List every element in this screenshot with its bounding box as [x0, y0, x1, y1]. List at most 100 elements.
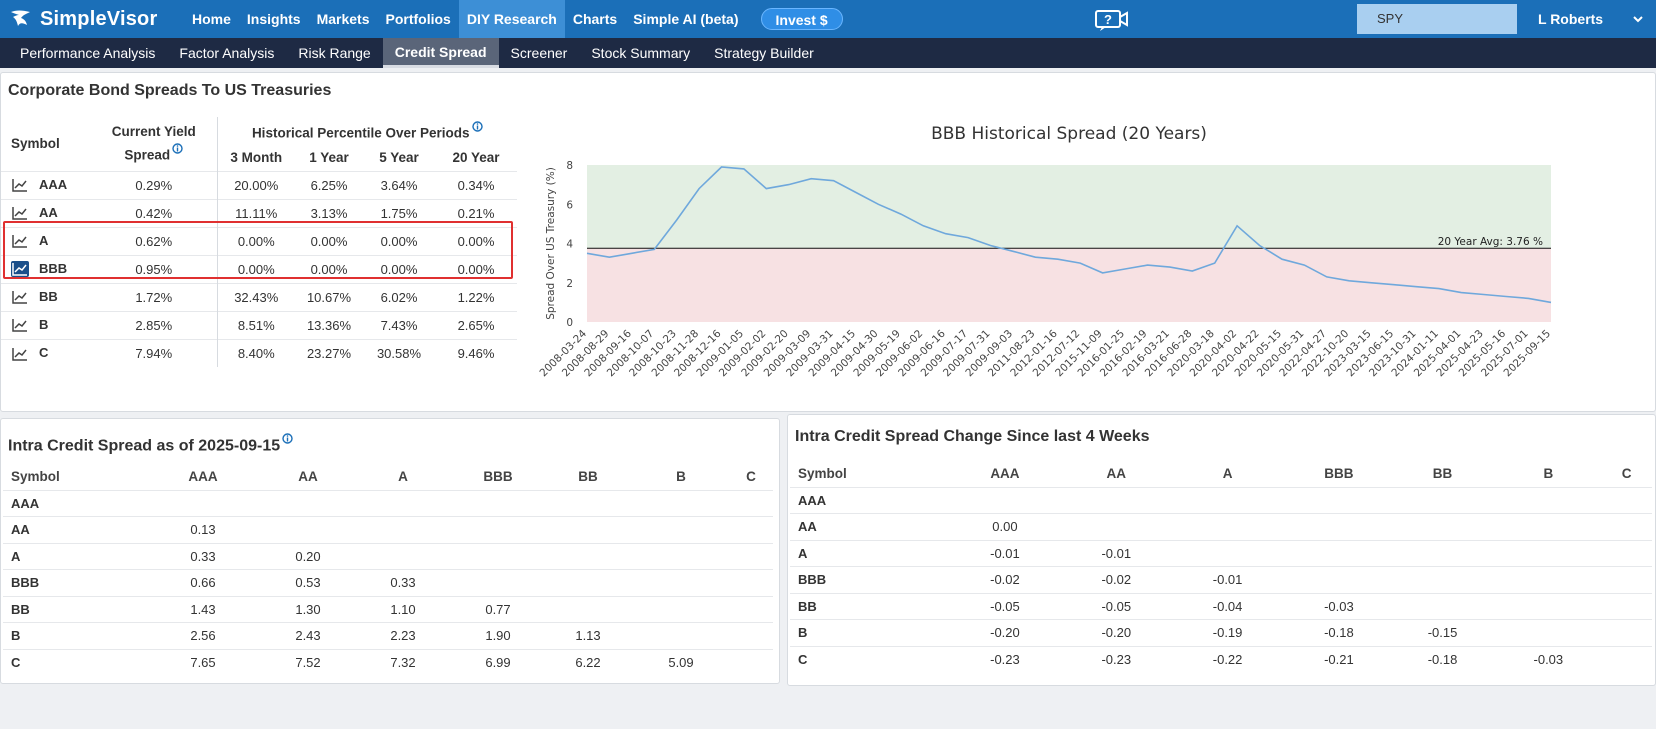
- col-3month-header: 3 Month: [216, 145, 295, 171]
- matrix-cell: [1495, 619, 1602, 646]
- symbol-cell[interactable]: AAA: [1, 171, 91, 199]
- tab-factor-analysis[interactable]: Factor Analysis: [179, 45, 275, 61]
- matrix-cell: 1.13: [543, 622, 633, 649]
- average-label: 20 Year Avg: 3.76 %: [1438, 236, 1543, 248]
- spread-change-panel: Intra Credit Spread Change Since last 4 …: [787, 414, 1656, 686]
- spread-row[interactable]: BBB 0.95% 0.00% 0.00% 0.00% 0.00%: [1, 255, 517, 283]
- spread-row[interactable]: AAA 0.29% 20.00% 6.25% 3.64% 0.34%: [1, 171, 517, 199]
- col-current-label-1: Current Yield: [111, 124, 196, 139]
- matrix-cell: [1389, 592, 1496, 620]
- pct-5year-cell: 6.02%: [380, 289, 418, 305]
- matrix-cell: [543, 489, 633, 517]
- matrix-cell: [1601, 645, 1652, 673]
- line-chart-icon[interactable]: [11, 177, 29, 193]
- matrix-row-symbol: BBB: [790, 566, 945, 593]
- matrix-cell: [633, 489, 729, 517]
- nav-simple-ai[interactable]: Simple AI (beta): [633, 11, 739, 27]
- matrix-cell: [453, 516, 543, 543]
- nav-diy-research[interactable]: DIY Research: [458, 0, 565, 38]
- col-symbol-header: Symbol: [11, 136, 60, 152]
- line-chart-icon[interactable]: [11, 205, 29, 221]
- y-tick-label: 8: [566, 160, 573, 172]
- user-menu[interactable]: L Roberts: [1538, 11, 1604, 27]
- matrix-cell: [263, 489, 353, 517]
- symbol-label: AA: [39, 204, 58, 220]
- line-chart-icon[interactable]: [11, 261, 29, 278]
- matrix-row-symbol: A: [3, 542, 143, 570]
- matrix-cell: -0.01: [944, 539, 1066, 567]
- nav-markets[interactable]: Markets: [316, 11, 370, 27]
- spread-row[interactable]: B 2.85% 8.51% 13.36% 7.43% 2.65%: [1, 311, 517, 339]
- matrix-row: AAA: [790, 486, 1652, 514]
- tab-credit-spread[interactable]: Credit Spread: [382, 38, 499, 68]
- spread-row[interactable]: C 7.94% 8.40% 23.27% 30.58% 9.46%: [1, 339, 517, 367]
- matrix-cell: -0.18: [1389, 645, 1496, 673]
- matrix-cell: [543, 569, 633, 596]
- symbol-cell[interactable]: C: [1, 339, 91, 367]
- matrix-row-symbol: C: [790, 645, 945, 673]
- symbol-cell[interactable]: B: [1, 311, 91, 339]
- matrix-cell: 2.43: [263, 622, 353, 649]
- matrix-cell: 5.09: [633, 648, 729, 676]
- info-icon[interactable]: [471, 121, 483, 132]
- nav-home[interactable]: Home: [192, 11, 231, 27]
- info-icon[interactable]: [282, 433, 293, 444]
- symbol-cell[interactable]: A: [1, 227, 91, 255]
- tab-risk-range[interactable]: Risk Range: [298, 45, 371, 61]
- matrix-cell: 0.33: [143, 542, 263, 570]
- matrix-col-header: AA: [1106, 466, 1127, 482]
- spread-row[interactable]: A 0.62% 0.00% 0.00% 0.00% 0.00%: [1, 227, 517, 255]
- matrix-cell: [1601, 539, 1652, 567]
- spread-row[interactable]: BB 1.72% 32.43% 10.67% 6.02% 1.22%: [1, 283, 517, 311]
- line-chart-icon[interactable]: [11, 317, 29, 333]
- matrix-row-symbol: AA: [3, 516, 143, 543]
- matrix-row-symbol: B: [790, 619, 945, 646]
- matrix-cell: [633, 516, 729, 543]
- nav-portfolios[interactable]: Portfolios: [385, 11, 451, 27]
- pct-5year-cell: 7.43%: [380, 317, 418, 333]
- matrix-cell: [453, 569, 543, 596]
- matrix-cell: [1166, 539, 1289, 567]
- line-chart-icon[interactable]: [11, 289, 29, 305]
- line-chart-icon[interactable]: [11, 233, 29, 249]
- pct-3month-cell: 20.00%: [216, 171, 295, 199]
- matrix-cell: -0.19: [1166, 619, 1289, 646]
- matrix-cell: -0.05: [1065, 592, 1167, 620]
- sub-navbar: Performance Analysis Factor Analysis Ris…: [0, 38, 1656, 68]
- invest-button[interactable]: Invest $: [760, 8, 843, 30]
- logo[interactable]: SimpleVisor: [8, 6, 184, 32]
- symbol-cell[interactable]: AA: [1, 199, 91, 227]
- symbol-cell[interactable]: BB: [1, 283, 91, 311]
- eagle-logo-icon: [11, 10, 30, 26]
- pct-3month-cell: 32.43%: [216, 283, 295, 311]
- matrix-col-header: B: [1543, 466, 1554, 482]
- nav-charts[interactable]: Charts: [572, 11, 618, 27]
- line-chart-icon[interactable]: [11, 346, 29, 362]
- symbol-search-input[interactable]: SPY: [1357, 4, 1517, 34]
- matrix-col-header: BBB: [483, 469, 513, 485]
- info-icon[interactable]: [172, 143, 183, 154]
- matrix-cell: -0.18: [1288, 619, 1390, 646]
- matrix-row-symbol: AAA: [3, 489, 143, 517]
- current-spread-cell: 2.85%: [135, 317, 173, 333]
- matrix-cell: -0.05: [944, 592, 1066, 620]
- matrix-cell: [633, 595, 729, 623]
- matrix-cell: [263, 516, 353, 543]
- tab-stock-summary[interactable]: Stock Summary: [591, 45, 691, 61]
- y-tick-label: 4: [566, 239, 573, 251]
- tab-screener[interactable]: Screener: [510, 45, 568, 61]
- nav-insights[interactable]: Insights: [246, 11, 301, 27]
- symbol-label: A: [39, 232, 49, 248]
- current-spread-cell: 1.72%: [135, 289, 173, 305]
- chevron-down-icon[interactable]: [1632, 13, 1644, 25]
- matrix-row: BBB -0.02 -0.02 -0.01: [790, 566, 1652, 593]
- matrix-cell: [1065, 513, 1167, 540]
- tab-strategy-builder[interactable]: Strategy Builder: [714, 45, 814, 61]
- help-chat-icon[interactable]: ?: [1094, 8, 1130, 32]
- col-5year-header: 5 Year: [379, 150, 419, 166]
- current-spread-cell: 0.42%: [135, 205, 173, 221]
- matrix-row-symbol: C: [3, 648, 143, 676]
- matrix-cell: [1601, 619, 1652, 646]
- tab-performance-analysis[interactable]: Performance Analysis: [20, 45, 156, 61]
- symbol-cell[interactable]: BBB: [1, 255, 91, 283]
